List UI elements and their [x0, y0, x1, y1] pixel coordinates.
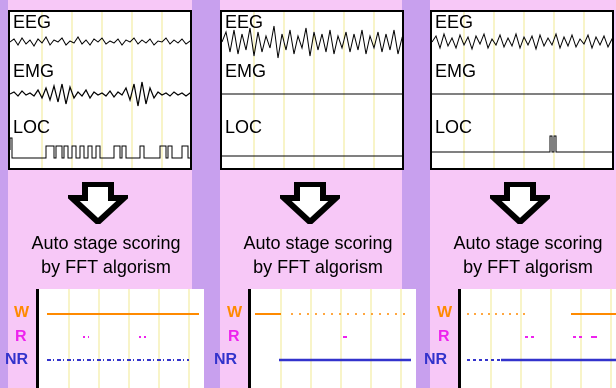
panel-2: EEG EMG LOC Auto stage scoring by FFT al…: [214, 0, 416, 388]
trace-plot: [10, 12, 190, 168]
background-stripe: [0, 0, 8, 388]
hypnogram: [458, 289, 616, 388]
emg-trace: [10, 81, 190, 107]
caption-line-2: by FFT algorism: [41, 257, 171, 277]
channel-label-loc: LOC: [13, 117, 51, 137]
channel-label-eeg: EEG: [435, 12, 474, 32]
down-arrow-icon: [280, 182, 340, 224]
caption-line-2: by FFT algorism: [253, 257, 383, 277]
loc-trace: [432, 135, 612, 153]
stage-label-wake: W: [227, 304, 243, 321]
caption: Auto stage scoring by FFT algorism: [430, 231, 616, 279]
loc-trace: [10, 137, 190, 159]
recording-traces: EEG EMG LOC: [220, 10, 404, 170]
channel-label-emg: EMG: [225, 61, 267, 81]
trace-plot: [432, 12, 612, 168]
channel-label-emg: EMG: [435, 61, 477, 81]
hypnogram: [248, 289, 416, 388]
stage-label-nrem: NR: [424, 351, 448, 368]
eeg-trace: [222, 25, 402, 59]
down-arrow-icon: [490, 182, 550, 224]
stage-label-nrem: NR: [5, 351, 29, 368]
panel-3: EEG EMG LOC Auto stage scoring by FFT al…: [424, 0, 616, 388]
stage-label-rem: R: [228, 328, 240, 345]
panel-1: EEG EMG LOC Auto stage scoring by FFT al…: [5, 0, 204, 388]
down-arrow-icon: [68, 182, 128, 224]
recording-traces: EEG EMG LOC: [8, 10, 192, 170]
hypnogram: [36, 289, 204, 388]
channel-label-eeg: EEG: [225, 12, 264, 32]
recording-traces: EEG EMG LOC: [430, 10, 614, 170]
stage-label-rem: R: [15, 328, 27, 345]
channel-label-emg: EMG: [13, 61, 55, 81]
stage-label-rem: R: [438, 328, 450, 345]
caption: Auto stage scoring by FFT algorism: [220, 231, 416, 279]
caption-line-1: Auto stage scoring: [453, 233, 603, 253]
hypnogram-plot: [47, 289, 199, 388]
channel-label-loc: LOC: [435, 117, 473, 137]
trace-plot: [222, 12, 402, 168]
caption-line-1: Auto stage scoring: [31, 233, 181, 253]
stage-label-wake: W: [437, 304, 453, 321]
caption-line-2: by FFT algorism: [463, 257, 593, 277]
stage-label-wake: W: [14, 304, 30, 321]
eeg-trace: [432, 32, 612, 51]
channel-label-eeg: EEG: [13, 12, 52, 32]
caption-line-1: Auto stage scoring: [243, 233, 393, 253]
caption: Auto stage scoring by FFT algorism: [8, 231, 204, 279]
stage-label-nrem: NR: [214, 351, 238, 368]
eeg-trace: [10, 36, 190, 47]
channel-label-loc: LOC: [225, 117, 263, 137]
hypnogram-plot: [255, 289, 411, 388]
hypnogram-plot: [467, 289, 616, 388]
